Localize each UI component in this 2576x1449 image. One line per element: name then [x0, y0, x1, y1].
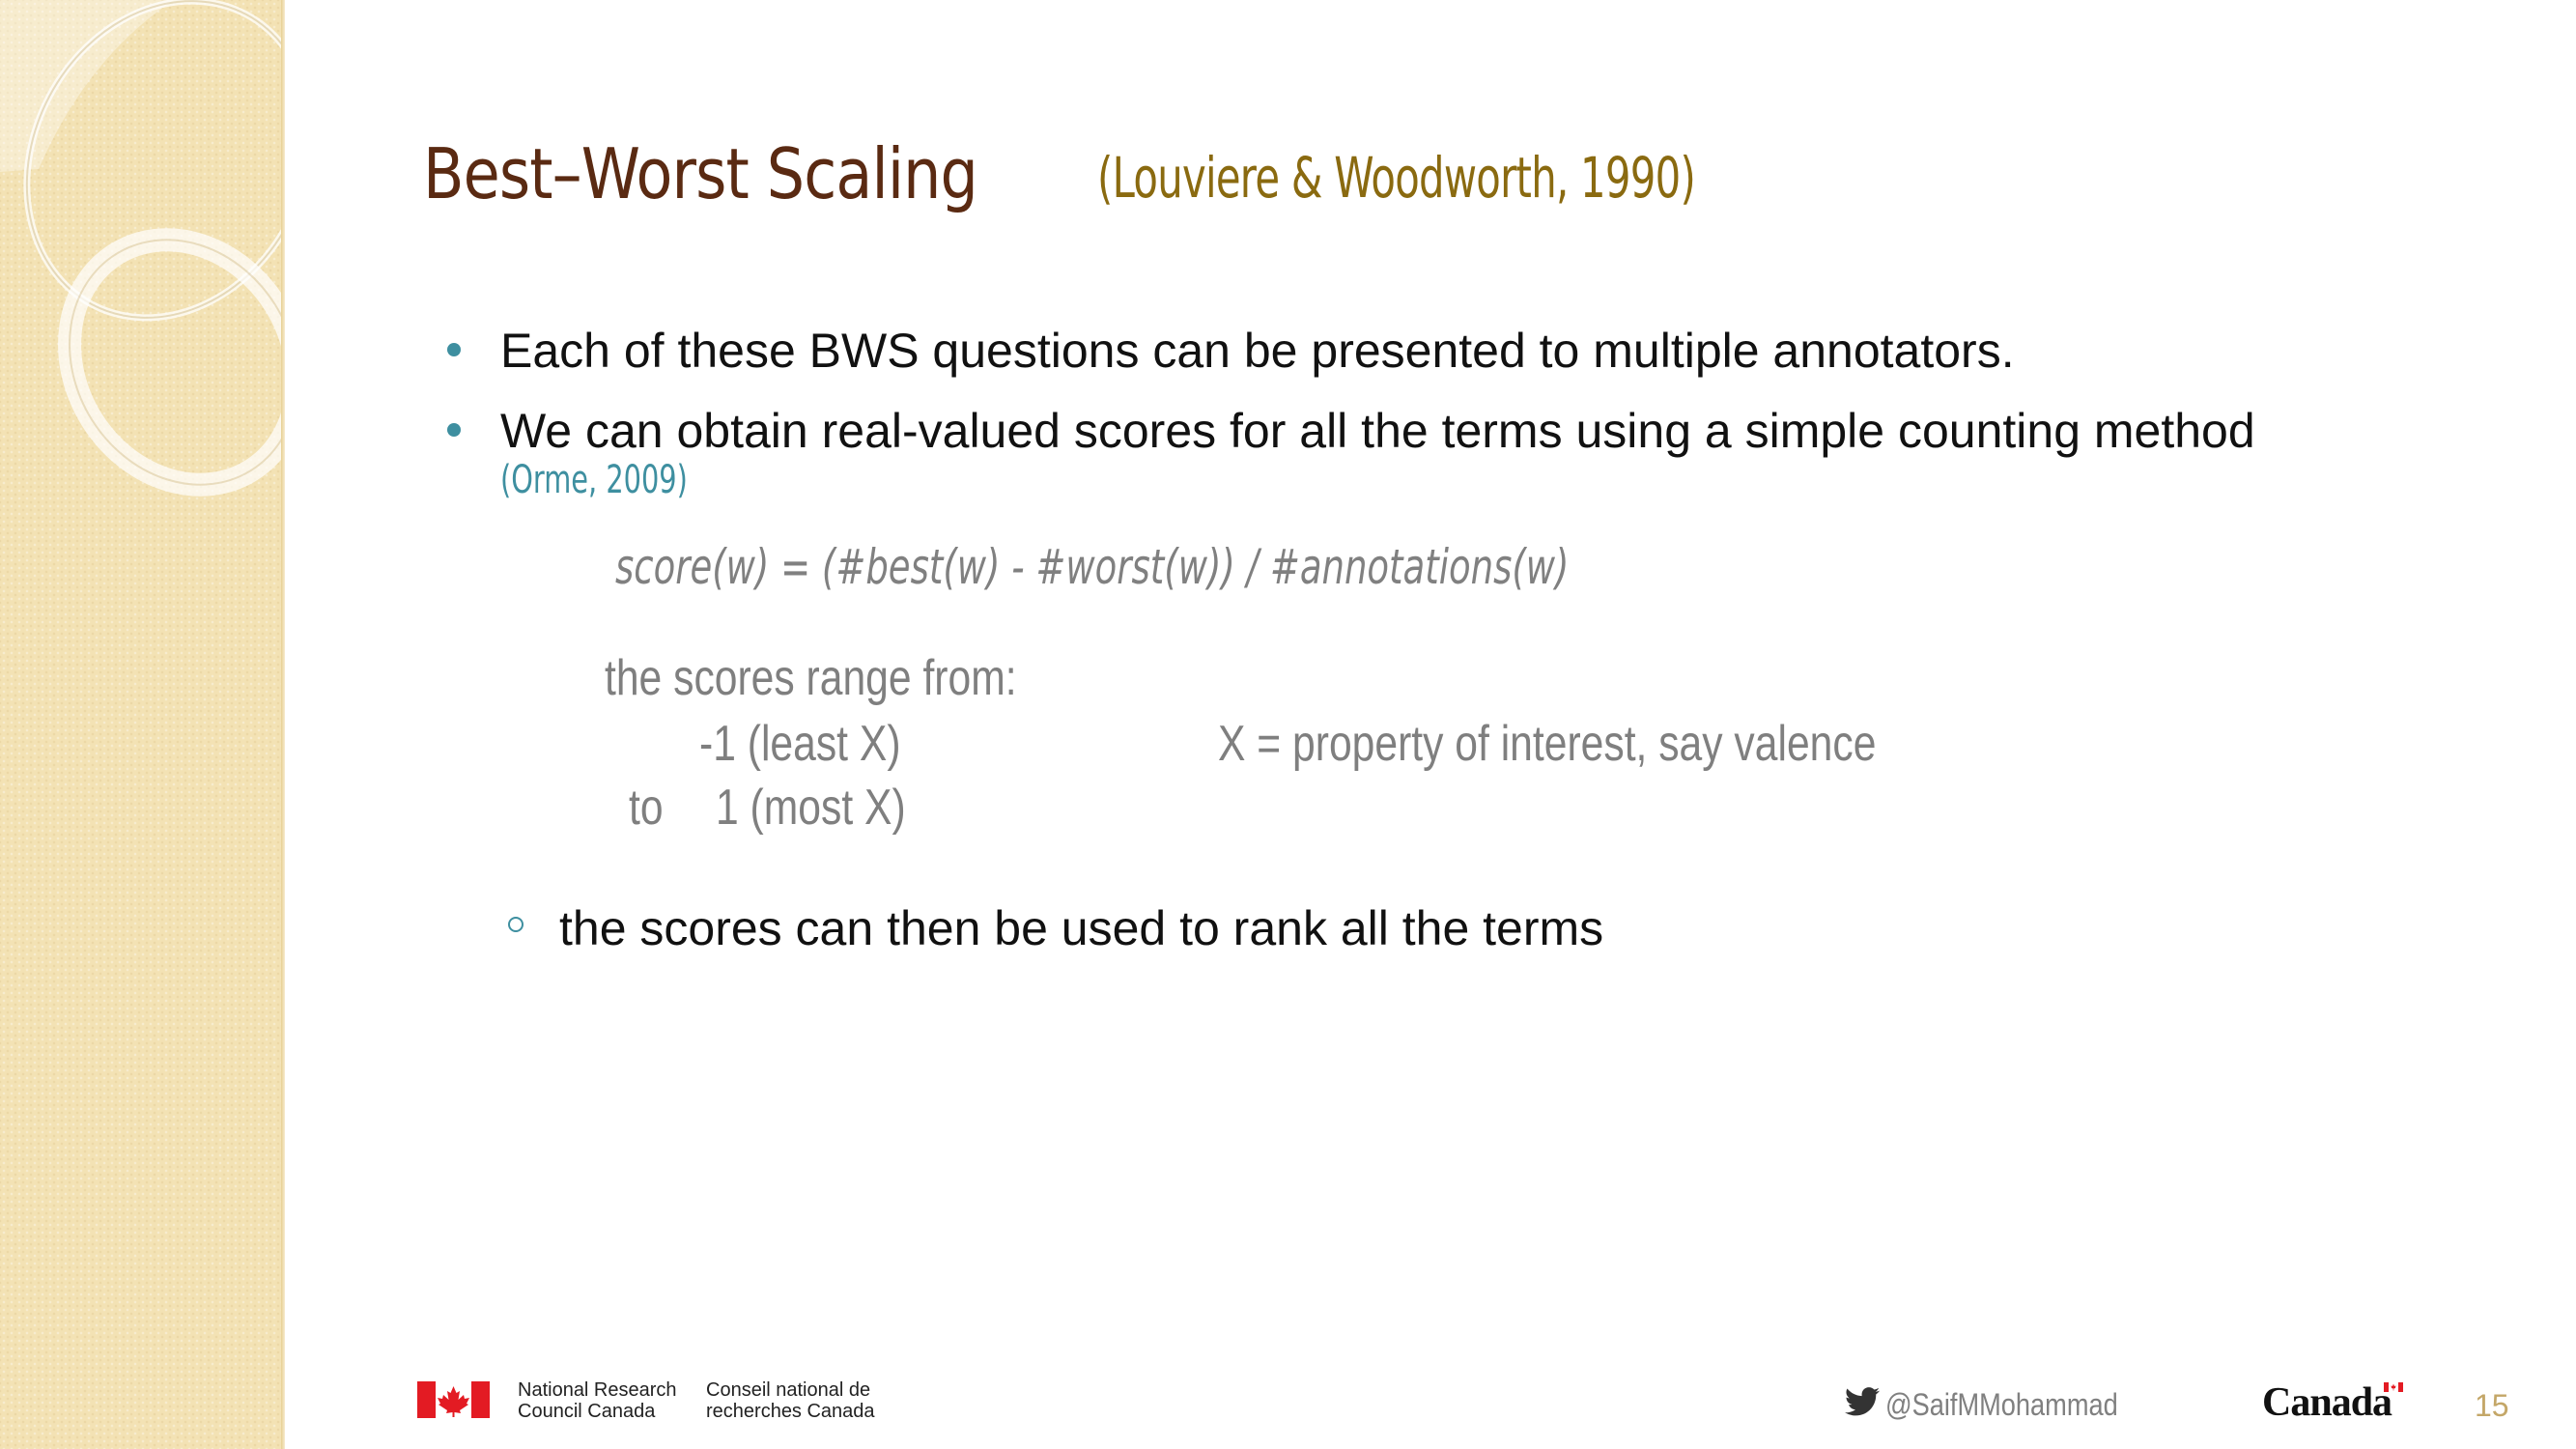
decorative-sidebar [0, 0, 285, 1449]
org-name-english-line2: Council Canada [518, 1401, 656, 1422]
canada-flag-icon [417, 1381, 490, 1418]
sub-bullet-marker [508, 917, 524, 932]
twitter-handle[interactable]: @SaifMMohammad [1885, 1387, 2118, 1422]
page-number: 15 [2475, 1388, 2509, 1423]
bullet-2: We can obtain real-valued scores for all… [500, 404, 2255, 458]
org-name-french: Conseil national de recherches Canada [706, 1379, 875, 1422]
score-formula: score(w) = (#best(w) - #worst(w)) / #ann… [615, 539, 1570, 595]
bullet-2-citation: (Orme, 2009) [500, 458, 688, 502]
slide-title: Best–Worst Scaling [423, 133, 1067, 214]
title-citation: (Louviere & Woodworth, 1990) [1097, 145, 1696, 211]
bullet-dot [447, 343, 461, 356]
range-high-to: to [629, 780, 664, 836]
org-name-english-line1: National Research [518, 1379, 677, 1401]
sub-bullet: the scores can then be used to rank all … [559, 901, 1604, 955]
org-name-french-line2: recherches Canada [706, 1401, 875, 1422]
range-low: -1 (least X) [699, 716, 901, 772]
range-intro: the scores range from: [605, 650, 1017, 706]
bullet-dot [447, 423, 461, 437]
property-note: X = property of interest, say valence [1218, 716, 1877, 772]
range-high: 1 (most X) [716, 780, 906, 836]
sidebar-edge [281, 0, 285, 1449]
sidebar-rings-decoration [0, 0, 285, 497]
canada-wordmark: Canada [2262, 1380, 2392, 1425]
org-name-english: National Research Council Canada [518, 1379, 677, 1422]
bullet-1: Each of these BWS questions can be prese… [500, 324, 2015, 378]
twitter-bird-icon [1845, 1387, 1880, 1416]
canada-wordmark-flag-icon [2384, 1382, 2403, 1392]
org-name-french-line1: Conseil national de [706, 1379, 871, 1401]
slide-title-text: Best–Worst Scaling [423, 133, 978, 214]
